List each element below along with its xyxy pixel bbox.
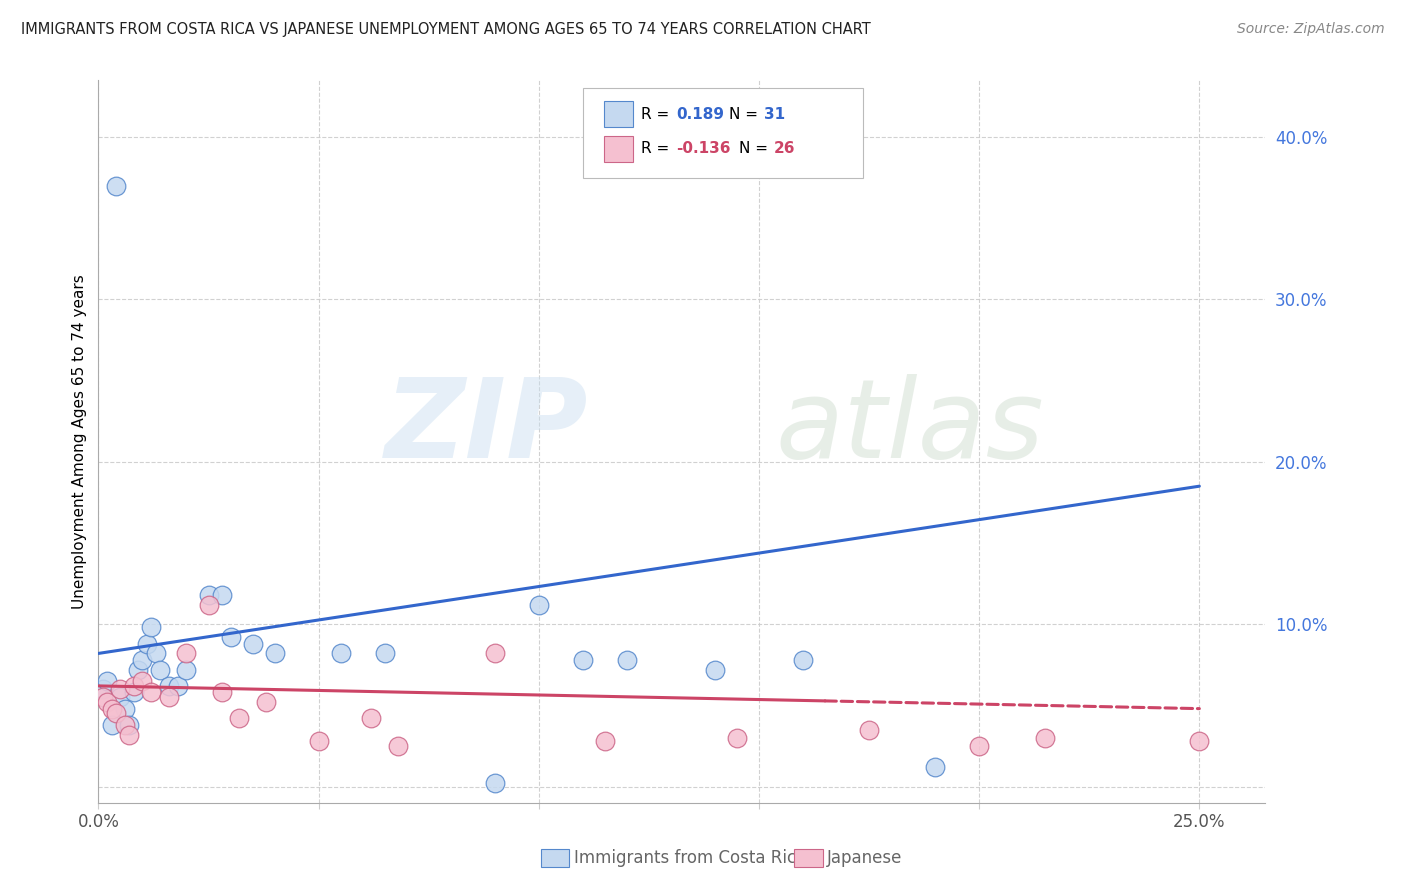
Text: N =: N = (740, 142, 773, 156)
Text: Source: ZipAtlas.com: Source: ZipAtlas.com (1237, 22, 1385, 37)
Point (374, 647, 396, 661)
Point (1033, 731, 1056, 745)
Point (122, 679, 145, 693)
Point (211, 685, 233, 699)
Text: R =: R = (641, 107, 675, 121)
Point (725, 731, 748, 745)
Point (96, 695, 118, 709)
Point (166, 679, 188, 693)
Point (149, 663, 172, 677)
Point (484, 776, 506, 790)
Point (96, 673, 118, 688)
Point (616, 653, 638, 667)
Point (100, 718, 122, 732)
Point (135, 637, 157, 651)
Point (131, 653, 153, 667)
Point (100, 701, 122, 715)
Point (197, 588, 219, 602)
Point (91, 690, 114, 705)
Text: Immigrants from Costa Rica: Immigrants from Costa Rica (574, 849, 806, 867)
Text: ZIP: ZIP (385, 374, 589, 481)
Point (141, 685, 163, 699)
Point (1188, 734, 1211, 748)
Point (91, 682, 114, 697)
Point (387, 739, 409, 753)
Point (219, 630, 242, 644)
Point (329, 647, 352, 661)
Point (157, 679, 180, 693)
Point (176, 663, 198, 677)
Point (211, 588, 233, 602)
Point (263, 647, 285, 661)
Point (157, 690, 180, 705)
FancyBboxPatch shape (603, 101, 633, 128)
Point (254, 695, 277, 709)
Y-axis label: Unemployment Among Ages 65 to 74 years: Unemployment Among Ages 65 to 74 years (72, 274, 87, 609)
Point (114, 701, 136, 715)
Point (105, 706, 128, 721)
Text: -0.136: -0.136 (676, 142, 731, 156)
Text: 31: 31 (763, 107, 785, 121)
Point (118, 718, 141, 732)
Text: 0.189: 0.189 (676, 107, 724, 121)
Point (703, 663, 725, 677)
Point (527, 598, 550, 612)
Point (308, 734, 330, 748)
Point (967, 739, 990, 753)
Point (360, 711, 382, 725)
Point (110, 682, 132, 697)
Text: N =: N = (728, 107, 762, 121)
FancyBboxPatch shape (603, 136, 633, 162)
Point (105, 178, 128, 193)
Point (131, 673, 153, 688)
Point (484, 647, 506, 661)
Point (141, 620, 163, 634)
Point (924, 760, 946, 774)
Point (228, 711, 250, 725)
Point (118, 728, 141, 742)
Text: R =: R = (641, 142, 675, 156)
Text: atlas: atlas (775, 374, 1043, 481)
Point (572, 653, 595, 667)
Point (110, 690, 132, 705)
Point (122, 685, 145, 699)
FancyBboxPatch shape (582, 87, 863, 178)
Text: 26: 26 (775, 142, 796, 156)
Text: IMMIGRANTS FROM COSTA RICA VS JAPANESE UNEMPLOYMENT AMONG AGES 65 TO 74 YEARS CO: IMMIGRANTS FROM COSTA RICA VS JAPANESE U… (21, 22, 870, 37)
Point (792, 653, 814, 667)
Point (858, 723, 880, 737)
Point (145, 647, 167, 661)
Point (197, 598, 219, 612)
Point (114, 718, 136, 732)
Point (593, 734, 616, 748)
Text: Japanese: Japanese (827, 849, 903, 867)
Point (127, 663, 149, 677)
Point (176, 647, 198, 661)
Point (242, 637, 264, 651)
